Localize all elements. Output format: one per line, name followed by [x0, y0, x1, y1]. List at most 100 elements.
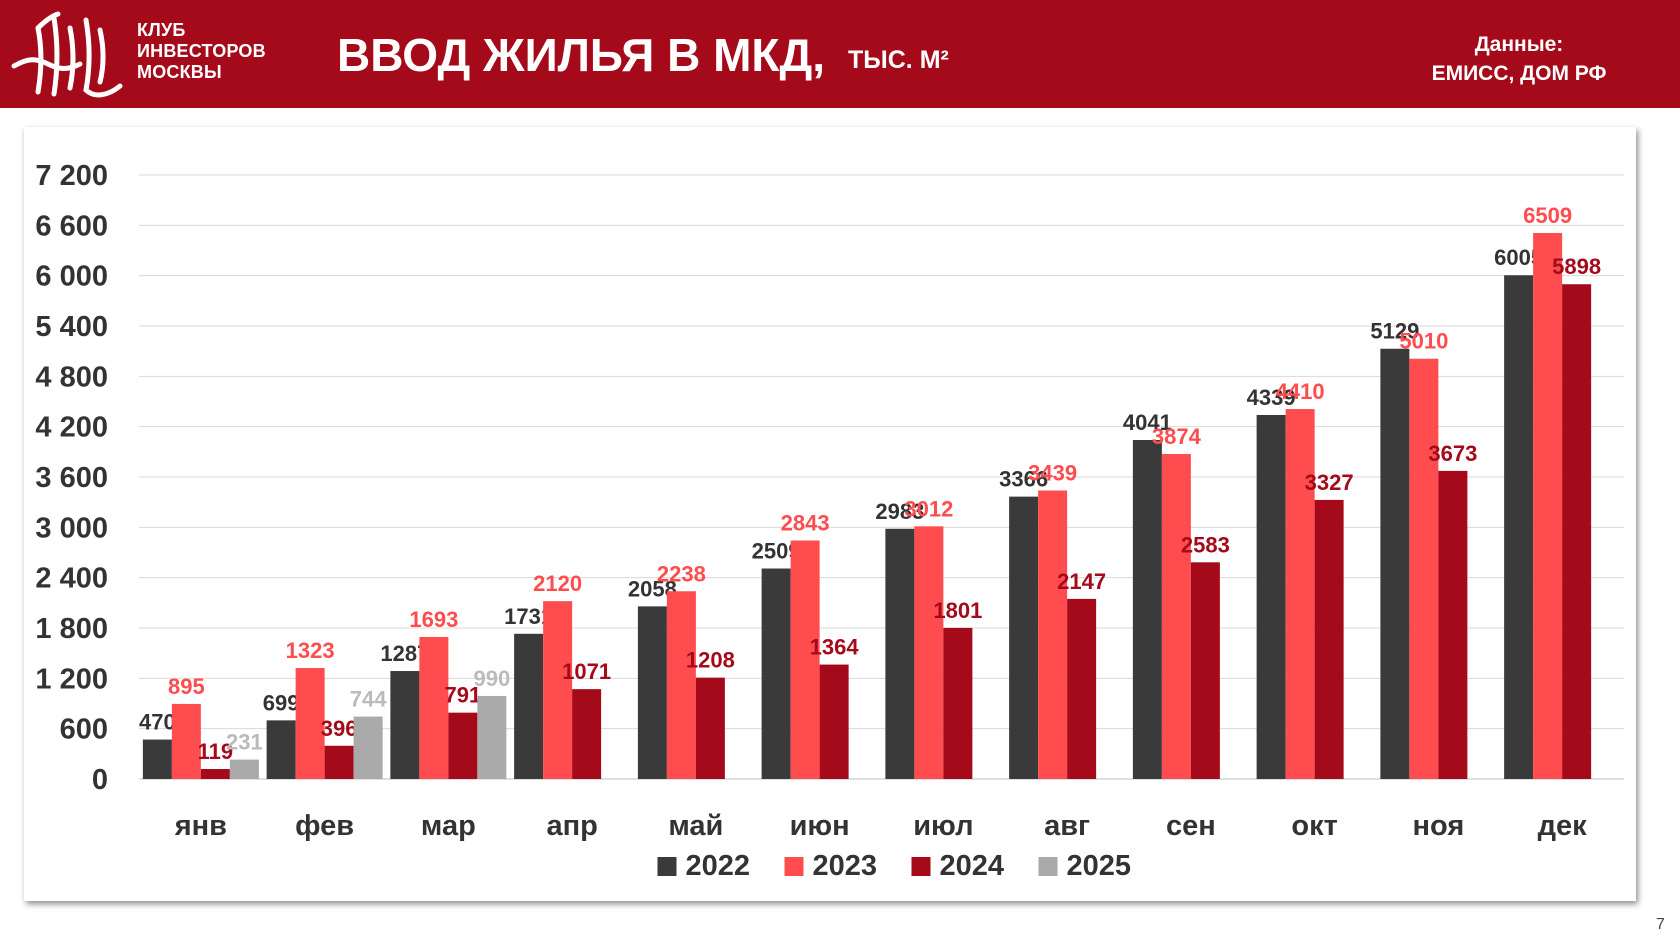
legend-label: 2025	[1067, 850, 1132, 882]
data-label: 470	[139, 710, 176, 735]
bar-2022	[1504, 275, 1534, 779]
data-label: 1801	[933, 598, 982, 623]
bar-2022	[637, 606, 667, 779]
bar-2023	[171, 703, 201, 779]
data-label: 1071	[562, 659, 611, 684]
y-tick-label: 5 400	[35, 311, 108, 343]
data-label: 1693	[409, 607, 458, 632]
y-tick-label: 2 400	[35, 563, 108, 595]
bar-2022	[885, 528, 915, 779]
data-label: 231	[226, 730, 263, 755]
bar-2022	[1380, 348, 1410, 779]
page-number: 7	[1656, 916, 1665, 933]
x-tick-label: окт	[1291, 810, 1337, 842]
y-tick-label: 1 800	[35, 613, 108, 645]
data-label: 2120	[533, 571, 582, 596]
data-label: 2583	[1181, 532, 1230, 557]
bar-2023	[1161, 454, 1191, 779]
data-label: 5129	[1370, 319, 1419, 344]
data-label: 4410	[1276, 379, 1325, 404]
legend-label: 2022	[686, 850, 751, 882]
bar-2022	[142, 739, 172, 779]
data-label: 3327	[1305, 470, 1354, 495]
title-units: ТЫС. М²	[848, 46, 949, 74]
data-label: 396	[321, 716, 358, 741]
data-label: 791	[445, 683, 482, 708]
chart-card: 0 600 1 200 1 800 2 400 3 000 3 600 4 200 4 800 5…	[24, 127, 1636, 901]
data-source: Данные: ЕМИСС, ДОМ РФ	[1384, 30, 1654, 88]
bar-2024	[572, 689, 602, 779]
data-label: 5898	[1552, 254, 1601, 279]
bar-2024	[1067, 598, 1097, 779]
x-tick-label: янв	[174, 810, 227, 842]
y-tick-label: 3 000	[35, 512, 108, 544]
bar-2024	[819, 664, 849, 779]
data-label: 4041	[1123, 410, 1172, 435]
data-label: 6509	[1523, 203, 1572, 228]
logo-line-1: КЛУБ	[137, 20, 186, 40]
data-label: 1323	[286, 638, 335, 663]
data-source-value: ЕМИСС, ДОМ РФ	[1431, 62, 1607, 85]
bar-2025	[477, 695, 507, 779]
logo-line-2: ИНВЕСТОРОВ	[137, 41, 266, 61]
data-label: 2843	[781, 511, 830, 536]
data-label: 990	[474, 666, 511, 691]
x-tick-label: июн	[790, 810, 850, 842]
legend-label: 2024	[940, 850, 1005, 882]
y-tick-label: 7 200	[35, 160, 108, 192]
data-label: 2983	[875, 499, 924, 524]
logo-wordmark: КЛУБ ИНВЕСТОРОВ МОСКВЫ	[137, 20, 266, 83]
bar-2023	[419, 636, 449, 779]
data-label: 1364	[810, 635, 860, 660]
y-tick-label: 3 600	[35, 462, 108, 494]
data-label: 699	[263, 690, 300, 715]
data-source-label: Данные:	[1474, 33, 1564, 56]
bar-2023	[1533, 232, 1563, 779]
bar-2023	[295, 668, 325, 779]
bar-2022	[514, 633, 544, 779]
bar-2024	[200, 769, 230, 779]
legend-swatch-2024	[911, 857, 931, 876]
bar-2023	[790, 540, 820, 779]
bar-2022	[761, 568, 791, 779]
data-label: 895	[168, 674, 205, 699]
bar-2023	[666, 591, 696, 779]
bar-2024	[943, 627, 973, 779]
x-tick-label: фев	[295, 810, 354, 842]
data-label: 3366	[999, 467, 1048, 492]
x-tick-label: ноя	[1412, 810, 1464, 842]
data-label: 3673	[1428, 441, 1477, 466]
bar-2024	[324, 745, 354, 779]
data-label: 744	[350, 687, 387, 712]
bar-2024	[1314, 499, 1344, 779]
bar-2024	[448, 712, 478, 779]
y-tick-label: 6 000	[35, 261, 108, 293]
y-tick-label: 4 800	[35, 361, 108, 393]
legend-label: 2023	[813, 850, 878, 882]
y-tick-label: 1 200	[35, 663, 108, 695]
bar-2023	[1409, 358, 1439, 779]
bar-2023	[914, 526, 944, 779]
legend-swatch-2022	[657, 857, 677, 876]
club-logo-icon	[11, 11, 123, 98]
bar-2023	[1038, 490, 1068, 779]
bar-2024	[695, 677, 725, 779]
bar-2025	[229, 759, 259, 779]
bar-2024	[1190, 562, 1220, 779]
bar-2022	[1256, 415, 1286, 779]
page-title: ВВОД ЖИЛЬЯ В МКД,	[337, 29, 826, 81]
legend-swatch-2025	[1038, 857, 1058, 876]
logo-line-3: МОСКВЫ	[137, 62, 222, 82]
y-tick-label: 6 600	[35, 210, 108, 242]
bar-2025	[353, 716, 383, 779]
x-tick-label: дек	[1538, 810, 1588, 842]
y-tick-label: 600	[60, 714, 108, 746]
data-label: 3874	[1152, 424, 1202, 449]
header-bar: КЛУБ ИНВЕСТОРОВ МОСКВЫ ВВОД ЖИЛЬЯ В МКД,…	[0, 0, 1680, 108]
y-tick-label: 0	[92, 764, 108, 796]
data-label: 3439	[1028, 461, 1077, 486]
x-tick-label: мар	[421, 810, 476, 842]
bar-chart: 0 600 1 200 1 800 2 400 3 000 3 600 4 200 4 800 5…	[35, 160, 1624, 882]
data-label: 2238	[657, 561, 706, 586]
bar-2022	[390, 671, 420, 779]
